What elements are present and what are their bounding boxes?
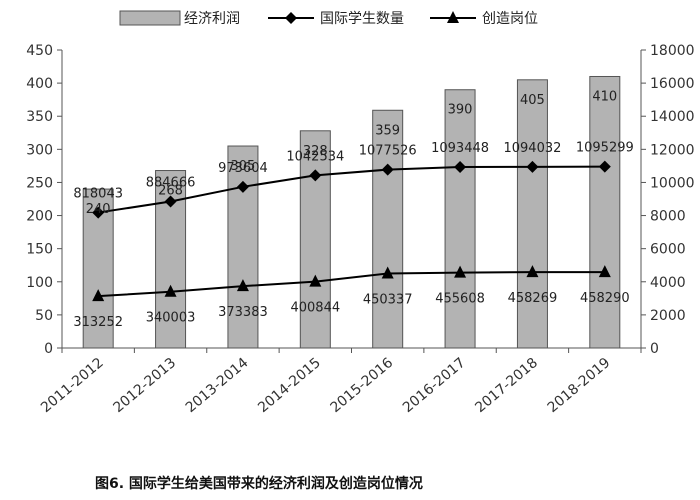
legend: 经济利润 国际学生数量 创造岗位	[119, 10, 538, 27]
line-value-label: 340003	[146, 311, 196, 326]
point	[454, 160, 467, 173]
bar	[589, 75, 621, 349]
legend-swatch-economic-profit	[119, 10, 181, 26]
right-tick-label: 10000	[650, 175, 695, 191]
bar	[299, 130, 331, 349]
right-tick-label: 8000	[650, 209, 686, 225]
left-tick-label: 350	[26, 109, 53, 125]
series-line	[98, 271, 605, 298]
bar-value-label: 405	[520, 93, 545, 108]
point	[381, 266, 394, 279]
line-series-jobs	[92, 265, 611, 302]
bar-value-label: 359	[375, 123, 400, 138]
left-tick-label: 150	[26, 242, 53, 258]
bar-value-label: 390	[448, 103, 473, 118]
right-tick-label: 6000	[650, 242, 686, 258]
line-value-label: 1095299	[576, 141, 634, 156]
legend-marker-student-count	[285, 12, 297, 24]
left-axis-ticks: 0 50 100 150 200 250 300 350 400 450	[26, 43, 62, 357]
x-tick-label: 2016-2017	[400, 355, 469, 416]
right-tick-label: 18000	[650, 43, 695, 59]
bar-value-label: 410	[592, 89, 617, 104]
line-value-label: 818043	[73, 187, 123, 202]
point	[598, 160, 611, 173]
right-tick-label: 2000	[650, 308, 686, 324]
bar-value-label: 240	[86, 202, 111, 217]
point	[164, 284, 177, 297]
right-axis-ticks: 0 2000 4000 6000 8000 10000 12000 14000 16000 180…	[641, 43, 695, 357]
right-tick-label: 4000	[650, 275, 686, 291]
left-tick-label: 0	[44, 341, 53, 357]
point	[92, 289, 105, 302]
series-line	[98, 165, 605, 214]
point	[598, 265, 611, 278]
line-value-label: 1077526	[359, 144, 417, 159]
line-value-label: 313252	[73, 315, 123, 330]
bar	[444, 89, 476, 349]
bar-value-label: 268	[158, 184, 183, 199]
point	[236, 180, 249, 193]
point	[454, 265, 467, 278]
legend-label-economic-profit: 经济利润	[184, 11, 240, 27]
left-tick-label: 450	[26, 43, 53, 59]
point	[164, 195, 177, 208]
bar	[372, 109, 404, 349]
x-tick-label: 2014-2015	[255, 355, 324, 416]
bar-value-label: 328	[303, 144, 328, 159]
left-tick-label: 200	[26, 209, 53, 225]
left-tick-label: 50	[35, 308, 53, 324]
point	[309, 169, 322, 182]
bar-value-label: 305	[231, 159, 256, 174]
line-value-label: 458269	[508, 291, 558, 306]
point	[92, 206, 105, 219]
legend-label-jobs: 创造岗位	[482, 11, 538, 27]
line-value-label: 1094032	[503, 141, 561, 156]
right-tick-label: 12000	[650, 142, 695, 158]
x-axis-ticks: 2011-2012 2012-2013 2013-2014 2014-2015 2015…	[38, 348, 642, 416]
point	[236, 279, 249, 292]
x-tick-label: 2012-2013	[110, 355, 179, 416]
line-value-label: 450337	[363, 292, 413, 307]
left-tick-label: 300	[26, 142, 53, 158]
legend-marker-jobs	[447, 11, 459, 23]
point	[526, 265, 539, 278]
line-value-label: 373383	[218, 305, 268, 320]
line-value-label: 1042534	[286, 149, 344, 164]
x-tick-label: 2013-2014	[183, 355, 252, 416]
left-tick-label: 400	[26, 76, 53, 92]
line-value-label: 973604	[218, 161, 268, 176]
point	[526, 160, 539, 173]
bar	[227, 145, 259, 349]
line-value-label: 884666	[146, 176, 196, 191]
data-labels: 240 268 305 328 359 390 405 410 818043 884666 9736…	[73, 89, 633, 330]
line-value-label: 1093448	[431, 141, 489, 156]
point	[309, 274, 322, 287]
x-tick-label: 2011-2012	[38, 355, 107, 416]
figure-caption: 图6. 国际学生给美国带来的经济利润及创造岗位情况	[95, 475, 423, 492]
x-tick-label: 2018-2019	[545, 355, 614, 416]
line-series-student-count	[92, 160, 611, 219]
line-value-label: 400844	[290, 301, 340, 316]
bar	[516, 79, 548, 349]
x-tick-label: 2017-2018	[472, 355, 541, 416]
left-tick-label: 100	[26, 275, 53, 291]
left-tick-label: 250	[26, 175, 53, 191]
point	[381, 163, 394, 176]
legend-label-student-count: 国际学生数量	[320, 11, 404, 27]
right-tick-label: 16000	[650, 76, 695, 92]
line-value-label: 455608	[435, 292, 485, 307]
bar-series-economic-profit	[82, 75, 621, 349]
right-tick-label: 14000	[650, 109, 695, 125]
line-value-label: 458290	[580, 291, 630, 306]
right-tick-label: 0	[650, 341, 659, 357]
x-tick-label: 2015-2016	[328, 355, 397, 416]
